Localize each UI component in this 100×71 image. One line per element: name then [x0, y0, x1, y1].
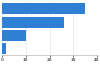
- Bar: [2, 3, 85, 14]
- Bar: [2, 43, 6, 54]
- Bar: [2, 17, 64, 28]
- Bar: [2, 30, 26, 41]
